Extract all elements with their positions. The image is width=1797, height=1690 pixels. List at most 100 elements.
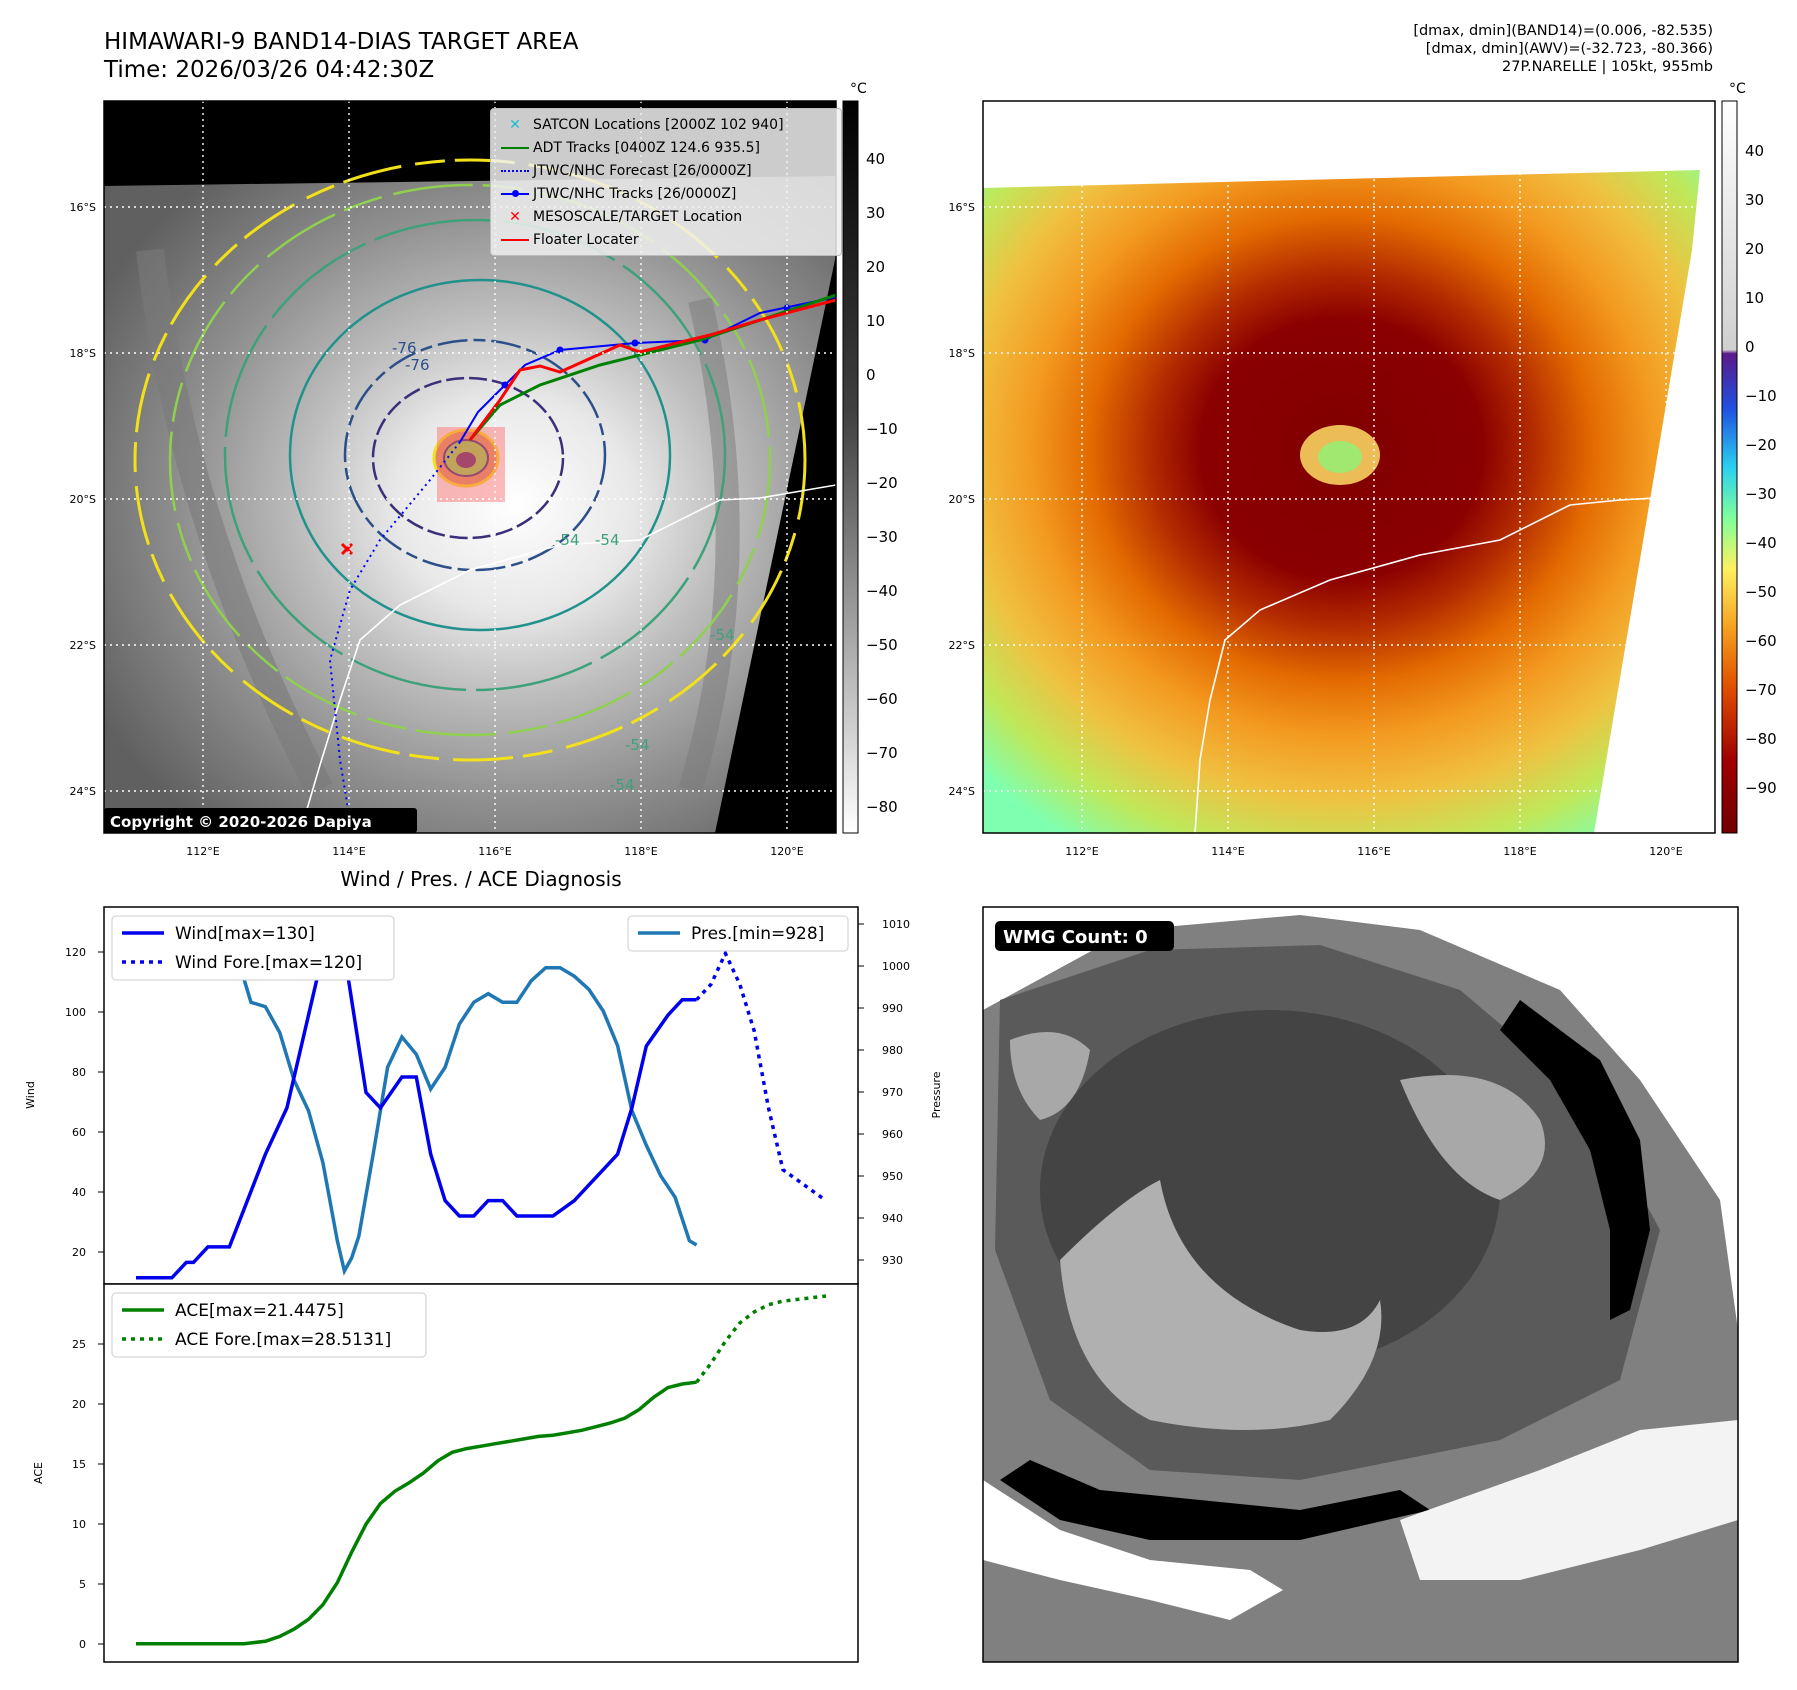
header-info: [dmax, dmin](BAND14)=(0.006, -82.535) [d… bbox=[1113, 22, 1713, 76]
wind-legend bbox=[111, 915, 395, 981]
legend-ace-fore: ACE Fore.[max=28.5131] bbox=[175, 1330, 391, 1350]
colorbar-tick: 20 bbox=[866, 258, 885, 276]
lon-label: 120°E bbox=[1649, 845, 1682, 858]
colorbar-tick: 30 bbox=[866, 204, 885, 222]
lat-label: 22°S bbox=[949, 639, 975, 652]
wmg-panel: WMG Count: 0 bbox=[982, 906, 1739, 1663]
pressure-tick: 970 bbox=[882, 1086, 903, 1099]
lat-label: 16°S bbox=[70, 201, 96, 214]
lon-label: 118°E bbox=[624, 845, 657, 858]
ace-forecast-line bbox=[695, 1294, 827, 1384]
lon-label: 112°E bbox=[1065, 845, 1098, 858]
lat-label: 24°S bbox=[70, 785, 96, 798]
pressure-tick: 1000 bbox=[882, 960, 910, 973]
colorbar-tick: 20 bbox=[1745, 240, 1764, 258]
line-dot-icon bbox=[497, 189, 533, 197]
pressure-tick: 940 bbox=[882, 1212, 903, 1225]
colorbar-tick: −60 bbox=[1745, 632, 1777, 650]
legend-label: Floater Locater bbox=[533, 231, 639, 248]
pressure-tick: 950 bbox=[882, 1170, 903, 1183]
pressure-tick-marks bbox=[858, 923, 864, 1261]
colorbar-unit: °C bbox=[850, 81, 867, 97]
contour-label: -54 bbox=[710, 626, 735, 644]
pressure-axis-label: Pressure bbox=[930, 1071, 943, 1118]
ace-tick: 0 bbox=[79, 1638, 86, 1651]
wind-tick: 100 bbox=[65, 1006, 86, 1019]
line-icon bbox=[497, 146, 533, 149]
colorbar-tick: 10 bbox=[1745, 289, 1764, 307]
colorbar-tick: 40 bbox=[1745, 142, 1764, 160]
ace-tick-marks bbox=[98, 1343, 104, 1645]
legend-label: JTWC/NHC Tracks [26/0000Z] bbox=[533, 185, 737, 202]
pressure-tick: 1010 bbox=[882, 918, 910, 931]
lon-label: 116°E bbox=[478, 845, 511, 858]
ace-axis-label: ACE bbox=[32, 1462, 45, 1484]
figure-title-line2: Time: 2026/03/26 04:42:30Z bbox=[104, 57, 435, 83]
lon-label: 114°E bbox=[1211, 845, 1244, 858]
lon-label: 114°E bbox=[332, 845, 365, 858]
contour-label: -54 bbox=[610, 776, 635, 794]
lon-label: 118°E bbox=[1503, 845, 1536, 858]
colorbar-tick: −30 bbox=[1745, 485, 1777, 503]
colorbar-color: °C 40 30 20 10 0 −10 −20 −30 −40 −50 −60… bbox=[1721, 81, 1777, 834]
ir-map-color bbox=[982, 100, 1716, 834]
wind-axis-label: Wind bbox=[24, 1081, 37, 1109]
colorbar-tick: −50 bbox=[866, 636, 898, 654]
colorbar-tick: 30 bbox=[1745, 191, 1764, 209]
wind-tick: 20 bbox=[72, 1246, 86, 1259]
ace-tick: 25 bbox=[72, 1338, 86, 1351]
ace-legend bbox=[111, 1292, 427, 1358]
wind-plot-area bbox=[136, 917, 828, 1280]
contour-label: -54 bbox=[595, 531, 620, 549]
legend-item-jtwc-forecast: JTWC/NHC Forecast [26/0000Z] bbox=[497, 159, 835, 182]
legend-item-jtwc-tracks: JTWC/NHC Tracks [26/0000Z] bbox=[497, 182, 835, 205]
colorbar-tick: 0 bbox=[866, 366, 876, 384]
colorbar-tick: −80 bbox=[866, 798, 898, 816]
lon-label: 120°E bbox=[770, 845, 803, 858]
lat-label: 20°S bbox=[949, 493, 975, 506]
wind-tick-marks bbox=[98, 951, 104, 1253]
lat-label: 18°S bbox=[70, 347, 96, 360]
rainband bbox=[136, 248, 333, 797]
wind-pressure-panel: Wind Pressure 20 40 60 80 100 120 930 94… bbox=[24, 906, 943, 1285]
lat-label: 22°S bbox=[70, 639, 96, 652]
copyright-text: Copyright © 2020-2026 Dapiya bbox=[110, 813, 372, 831]
eye-center bbox=[1318, 441, 1362, 473]
copyright-badge: Copyright © 2020-2026 Dapiya bbox=[104, 808, 417, 833]
colorbar-tick: −80 bbox=[1745, 730, 1777, 748]
pressure-tick: 980 bbox=[882, 1044, 903, 1057]
wmg-field bbox=[983, 915, 1738, 1662]
wind-tick: 60 bbox=[72, 1126, 86, 1139]
lat-label: 18°S bbox=[949, 347, 975, 360]
ace-tick: 10 bbox=[72, 1518, 86, 1531]
legend-ace: ACE[max=21.4475] bbox=[175, 1301, 344, 1321]
legend-item-adt: ADT Tracks [0400Z 124.6 935.5] bbox=[497, 136, 835, 159]
wind-tick: 80 bbox=[72, 1066, 86, 1079]
colorbar-tick: −60 bbox=[866, 690, 898, 708]
wmg-frame bbox=[982, 906, 1739, 1663]
contour-label: -76 bbox=[392, 339, 417, 357]
legend-item-floater: Floater Locater bbox=[497, 228, 835, 251]
ace-ticks: 0 5 10 15 20 25 bbox=[72, 1338, 86, 1651]
colorbar-tick: −20 bbox=[1745, 436, 1777, 454]
ace-tick: 5 bbox=[79, 1578, 86, 1591]
wind-ticks: 20 40 60 80 100 120 bbox=[65, 946, 86, 1259]
colorbar-tick: −10 bbox=[866, 420, 898, 438]
lat-label: 16°S bbox=[949, 201, 975, 214]
colorbar-tick: −20 bbox=[866, 474, 898, 492]
mesoscale-target-marker bbox=[340, 542, 354, 556]
pressure-legend bbox=[627, 915, 849, 952]
colorbar-tick: −30 bbox=[866, 528, 898, 546]
legend-label: JTWC/NHC Forecast [26/0000Z] bbox=[533, 162, 752, 179]
coastline bbox=[1194, 497, 1656, 833]
floater-track bbox=[468, 298, 836, 441]
legend-wind: Wind[max=130] bbox=[175, 924, 315, 944]
coastline bbox=[299, 484, 836, 833]
jtwc-forecast bbox=[328, 441, 461, 833]
info-band14: [dmax, dmin](BAND14)=(0.006, -82.535) bbox=[1413, 23, 1713, 39]
pressure-tick: 930 bbox=[882, 1254, 903, 1267]
legend-wind-fore: Wind Fore.[max=120] bbox=[175, 953, 362, 973]
pressure-ticks: 930 940 950 960 970 980 990 1000 1010 bbox=[882, 918, 910, 1267]
legend-item-mesoscale: ✕ MESOSCALE/TARGET Location bbox=[497, 205, 835, 228]
wind-tick: 120 bbox=[65, 946, 86, 959]
